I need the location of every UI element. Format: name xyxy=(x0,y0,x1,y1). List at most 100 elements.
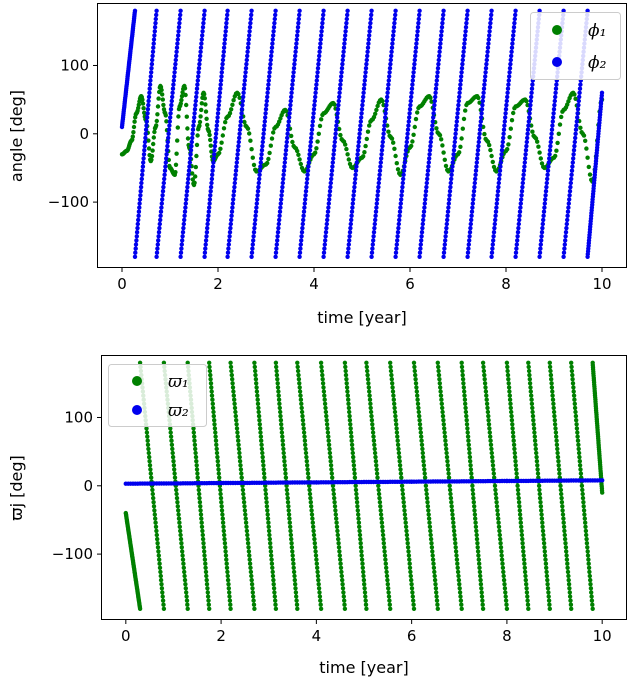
bottom-series-1-point xyxy=(293,590,299,595)
bottom-series-1-point xyxy=(335,532,340,538)
top-series-2-point xyxy=(354,164,359,169)
bottom-series-1-point xyxy=(351,463,357,468)
top-legend-box xyxy=(530,12,621,80)
top-series-2-point xyxy=(196,74,201,79)
top-series-2-point xyxy=(243,70,248,75)
bottom-series-1-point xyxy=(587,569,592,575)
bottom-series-1-point xyxy=(441,418,446,423)
bottom-series-1-point xyxy=(518,520,523,525)
top-series-2-point xyxy=(351,197,356,202)
top-series-2-point xyxy=(305,168,311,173)
bottom-series-1-point xyxy=(263,491,269,497)
top-series-2-point xyxy=(286,123,291,128)
bottom-series-1-point xyxy=(570,372,575,378)
bottom-series-1-point xyxy=(496,516,501,521)
bottom-series-1-point xyxy=(554,442,560,447)
bottom-series-1-point xyxy=(563,545,569,550)
bottom-series-1-point xyxy=(219,508,225,513)
bottom-series-1-point xyxy=(447,483,452,488)
bottom-series-1-point xyxy=(279,430,285,435)
top-series-2-point xyxy=(442,242,447,247)
top-series-2-point xyxy=(152,29,157,34)
top-series-2-point xyxy=(341,45,347,50)
top-series-2-point xyxy=(324,225,329,231)
bottom-series-1-point xyxy=(533,442,538,447)
top-series-2-point xyxy=(351,189,357,194)
bottom-series-1-point xyxy=(388,364,393,370)
bottom-series-1-point xyxy=(154,528,159,534)
bottom-series-1-point xyxy=(434,594,439,599)
bottom-series-1-point xyxy=(303,446,308,452)
top-series-2-point xyxy=(313,90,318,96)
bottom-series-1-point xyxy=(442,426,447,431)
top-series-2-point xyxy=(537,254,542,259)
bottom-series-1-point xyxy=(234,422,239,427)
top-series-2-point xyxy=(195,78,200,83)
top-series-2-point xyxy=(214,127,219,132)
top-legend-marker-phi1 xyxy=(552,25,562,35)
bottom-series-1-point xyxy=(213,438,219,443)
top-series-2-point xyxy=(562,246,567,251)
bottom-series-1-point xyxy=(413,377,418,382)
bottom-series-1-point xyxy=(160,594,165,599)
bottom-series-1-point xyxy=(280,434,285,439)
top-series-2-point xyxy=(476,139,481,145)
bottom-series-1-point xyxy=(472,508,477,513)
bottom-series-1-point xyxy=(321,385,326,390)
bottom-series-1-point xyxy=(580,487,585,493)
top-series-2-point xyxy=(487,25,493,30)
bottom-series-1-point xyxy=(427,524,433,529)
top-series-2-point xyxy=(487,33,492,38)
top-series-2-point xyxy=(174,45,180,50)
top-series-2-point xyxy=(334,123,339,128)
top-series-2-point xyxy=(195,82,200,87)
top-series-2-point xyxy=(399,193,404,198)
bottom-series-1-point xyxy=(358,545,364,550)
top-series-2-point xyxy=(319,25,325,30)
bottom-series-1-point xyxy=(555,446,560,452)
bottom-series-1-point xyxy=(560,512,566,517)
bottom-series-1-point xyxy=(399,483,405,488)
bottom-series-1-point xyxy=(232,397,237,402)
bottom-series-1-point xyxy=(432,573,437,579)
top-series-2-point xyxy=(567,189,573,194)
top-series-2-point xyxy=(401,168,407,173)
bottom-series-1-point xyxy=(513,463,518,468)
top-series-2-point xyxy=(381,127,387,132)
bottom-series-1-point xyxy=(180,553,185,558)
top-series-1-point xyxy=(457,150,462,155)
top-series-2-point xyxy=(339,66,345,71)
top-series-2-point xyxy=(271,33,276,38)
bottom-series-1-point xyxy=(514,475,520,480)
bottom-series-1-point xyxy=(585,553,591,558)
bottom-series-1-point xyxy=(243,520,249,525)
bottom-series-1-point xyxy=(421,459,426,464)
top-series-2-point xyxy=(469,213,474,218)
bottom-series-1-point xyxy=(472,512,478,517)
bottom-series-1-point xyxy=(374,463,379,468)
bottom-series-1-point xyxy=(198,504,203,509)
top-series-2-point xyxy=(471,193,476,198)
top-series-2-point xyxy=(384,102,389,108)
top-series-1-point xyxy=(441,150,446,155)
top-series-2-point xyxy=(489,12,494,18)
top-series-2-point xyxy=(379,156,384,161)
top-series-2-point xyxy=(337,90,342,96)
top-series-2-point xyxy=(470,205,475,210)
bottom-series-1-point xyxy=(266,528,272,534)
bottom-series-1-point xyxy=(148,467,153,472)
top-series-1-point xyxy=(392,146,397,151)
bottom-series-1-point xyxy=(501,569,506,575)
bottom-series-1-point xyxy=(337,549,342,554)
top-series-2-point xyxy=(188,152,193,157)
top-series-2-point xyxy=(365,45,371,50)
bottom-series-1-point xyxy=(247,553,252,558)
top-series-2-point xyxy=(320,20,325,26)
bottom-series-1-point xyxy=(232,401,237,406)
top-series-2-point xyxy=(439,29,444,34)
bottom-series-1-point xyxy=(578,467,583,472)
bottom-series-1-point xyxy=(475,541,480,546)
top-series-2-point xyxy=(306,160,311,165)
top-series-2-point xyxy=(571,156,576,161)
